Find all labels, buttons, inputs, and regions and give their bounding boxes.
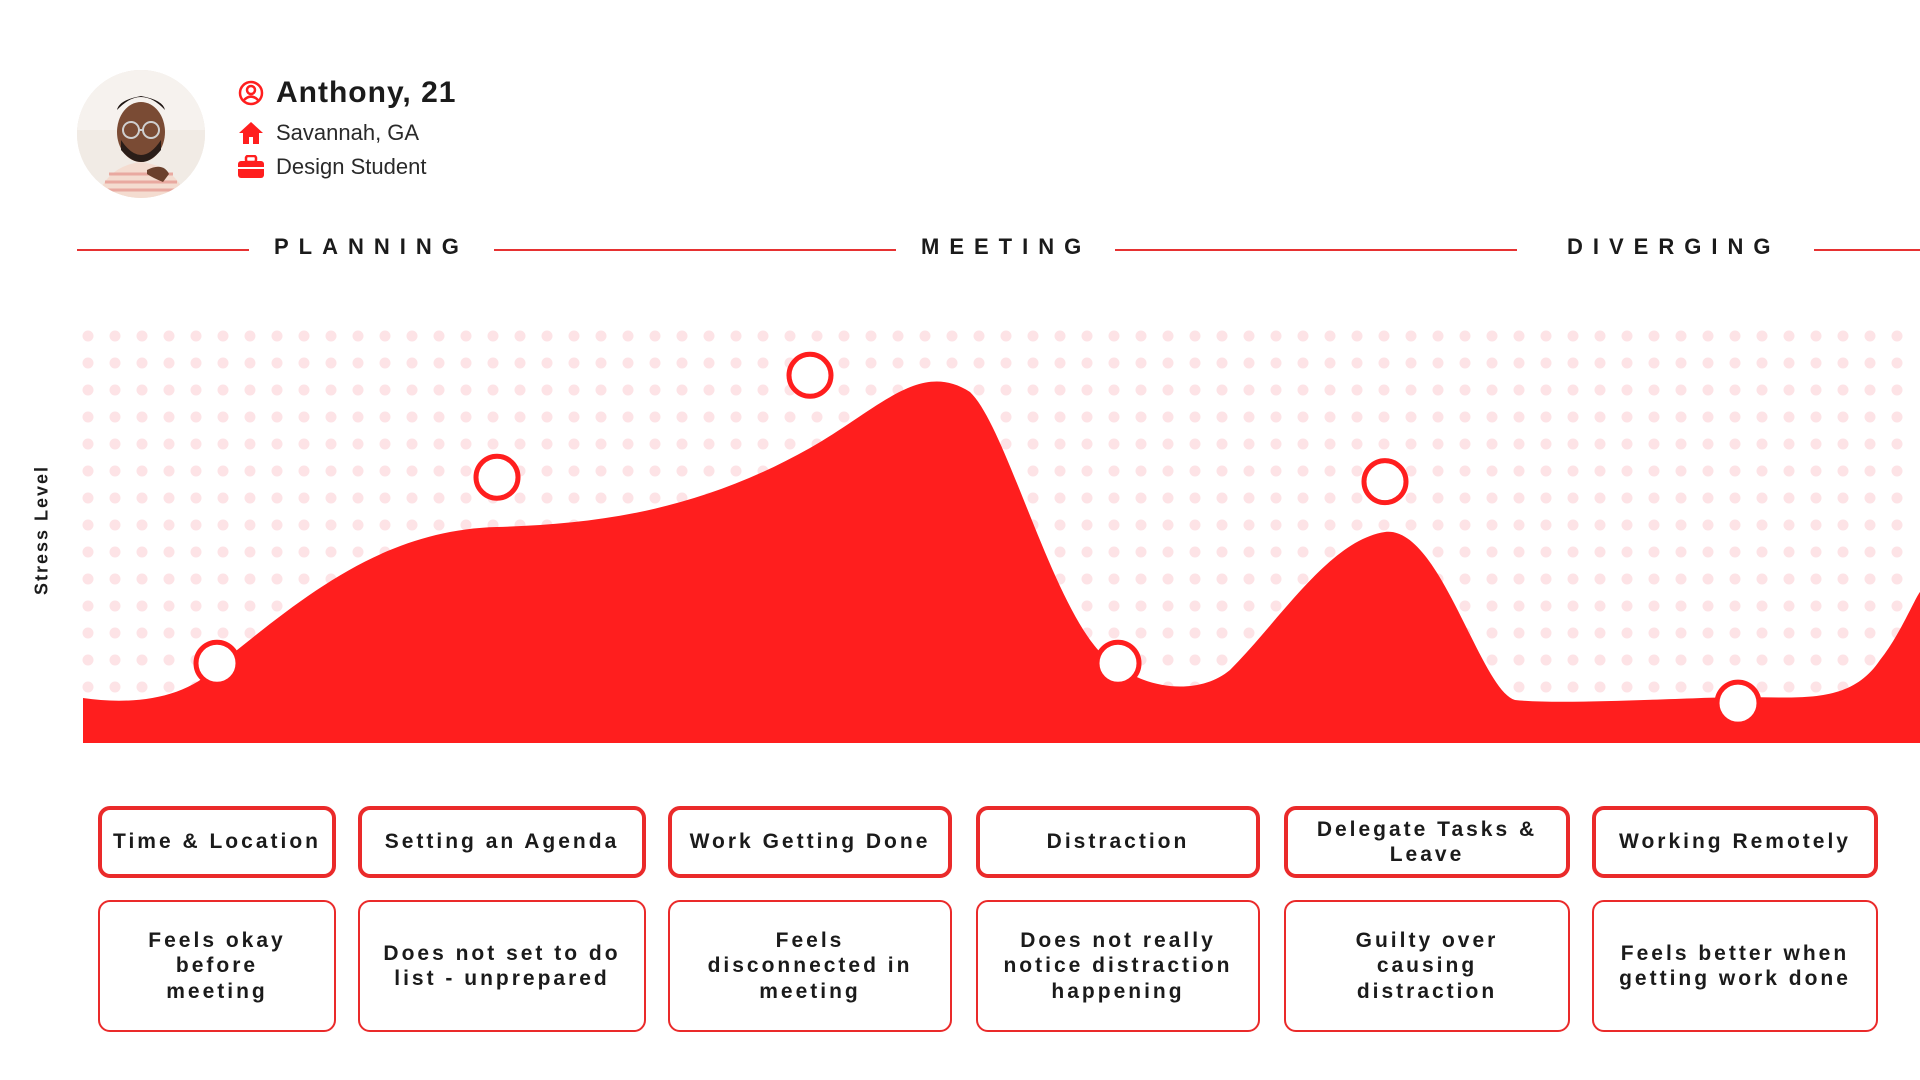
avatar-image: [77, 70, 205, 198]
profile-name: Anthony, 21: [276, 76, 457, 109]
phase-diverging-label: DIVERGING: [1567, 234, 1781, 259]
stage-marker-5: [1361, 458, 1409, 506]
stage-marker-3: [786, 351, 834, 399]
stage-description-card: Feels better when getting work done: [1592, 900, 1878, 1032]
profile-name-row: Anthony, 21: [236, 76, 456, 110]
stage-description-card: Feels okay before meeting: [98, 900, 336, 1032]
stage-description-card: Feels disconnected in meeting: [668, 900, 952, 1032]
profile-location-row: Savannah, GA: [236, 116, 456, 150]
stage-marker-1: [193, 639, 241, 687]
phase-divider: [1814, 249, 1920, 251]
stage-title-card: Time & Location: [98, 806, 336, 878]
stage-title-card: Delegate Tasks & Leave: [1284, 806, 1570, 878]
phase-meeting-label: MEETING: [921, 234, 1092, 259]
phase-planning-label: PLANNING: [274, 234, 469, 259]
briefcase-icon: [236, 152, 266, 182]
phase-divider: [77, 249, 249, 251]
stage-marker-2: [473, 453, 521, 501]
phase-divider: [1115, 249, 1517, 251]
stage-title-card: Work Getting Done: [668, 806, 952, 878]
profile-occupation: Design Student: [276, 154, 427, 179]
stress-area: [83, 381, 1920, 743]
user-circle-icon: [236, 78, 266, 108]
profile-occupation-row: Design Student: [236, 150, 456, 184]
stage-description-card: Does not set to do list - unprepared: [358, 900, 646, 1032]
profile-location: Savannah, GA: [276, 120, 420, 145]
stage-markers: [193, 351, 1762, 727]
stage-title-card: Setting an Agenda: [358, 806, 646, 878]
home-icon: [236, 118, 266, 148]
stage-description-card: Does not really notice distraction happe…: [976, 900, 1260, 1032]
profile-info: Anthony, 21 Savannah, GA Design Student: [236, 76, 456, 184]
stage-title-card: Distraction: [976, 806, 1260, 878]
stage-marker-4: [1094, 639, 1142, 687]
stage-marker-6: [1714, 679, 1762, 727]
stress-chart: [82, 330, 1920, 743]
phase-divider: [494, 249, 896, 251]
stage-title-card: Working Remotely: [1592, 806, 1878, 878]
avatar: [77, 70, 205, 198]
stage-description-card: Guilty over causing distraction: [1284, 900, 1570, 1032]
